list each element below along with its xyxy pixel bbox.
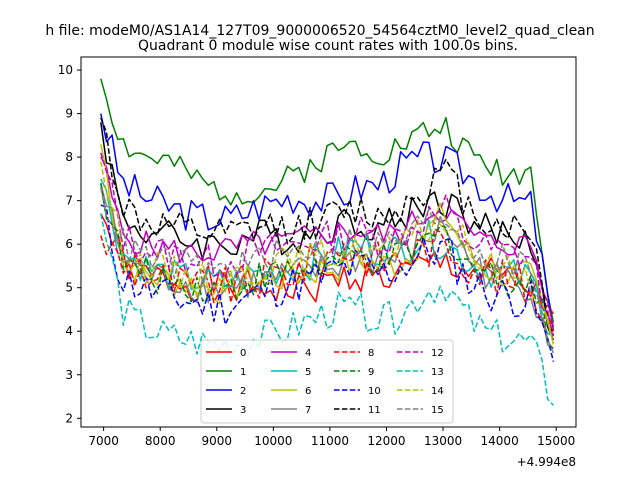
y-tick-label: 6 (65, 237, 73, 251)
series-line-14 (100, 161, 555, 345)
y-tick-label: 4 (65, 324, 73, 338)
series-line-6 (100, 143, 555, 345)
y-tick-label: 3 (65, 368, 73, 382)
legend-label-8: 8 (368, 348, 374, 359)
x-tick-label: 15000 (537, 434, 575, 448)
legend-label-5: 5 (305, 367, 311, 378)
legend-label-7: 7 (305, 405, 311, 416)
legend-label-0: 0 (240, 348, 246, 359)
legend-label-11: 11 (368, 405, 381, 416)
legend-label-3: 3 (240, 405, 246, 416)
legend-label-12: 12 (431, 348, 444, 359)
legend-label-2: 2 (240, 386, 246, 397)
x-tick-label: 10000 (254, 434, 292, 448)
x-tick-label: 8000 (145, 434, 176, 448)
series-line-13 (100, 213, 554, 406)
y-tick-label: 5 (65, 281, 73, 295)
y-tick-label: 8 (65, 150, 73, 164)
series-line-15 (100, 187, 555, 354)
x-tick-label: 12000 (367, 434, 405, 448)
legend-label-6: 6 (305, 386, 311, 397)
legend-label-15: 15 (431, 405, 444, 416)
plot-frame (80, 56, 577, 428)
x-tick-label: 7000 (88, 434, 119, 448)
y-tick-label: 9 (65, 107, 73, 121)
figure-suptitle: h file: modeM0/AS1A14_127T09_9000006520_… (45, 23, 594, 39)
series-lines (100, 78, 555, 406)
legend-label-13: 13 (431, 367, 444, 378)
legend-label-14: 14 (431, 386, 444, 397)
legend-label-10: 10 (368, 386, 381, 397)
chart-title: Quadrant 0 module wise count rates with … (138, 38, 518, 54)
y-tick-label: 10 (58, 63, 73, 77)
series-line-10 (100, 204, 555, 362)
series-line-9 (100, 183, 554, 350)
legend-label-9: 9 (368, 367, 374, 378)
series-line-7 (100, 183, 554, 350)
series-line-2 (100, 113, 555, 332)
x-tick-label: 14000 (481, 434, 519, 448)
x-tick-label: 11000 (311, 434, 349, 448)
legend-label-4: 4 (305, 348, 311, 359)
series-line-1 (100, 78, 555, 323)
y-tick-label: 7 (65, 194, 73, 208)
legend-box (200, 339, 454, 424)
axes: 7000 8000 9000 10000 11000 12000 13000 14000 150… (58, 56, 577, 448)
series-line-12 (100, 152, 555, 341)
x-tick-label: 13000 (424, 434, 462, 448)
y-tick-label: 2 (65, 411, 73, 425)
x-tick-label: 9000 (201, 434, 232, 448)
legend-label-1: 1 (240, 367, 246, 378)
x-offset-label: +4.994e8 (517, 455, 576, 469)
series-line-11 (100, 117, 555, 336)
